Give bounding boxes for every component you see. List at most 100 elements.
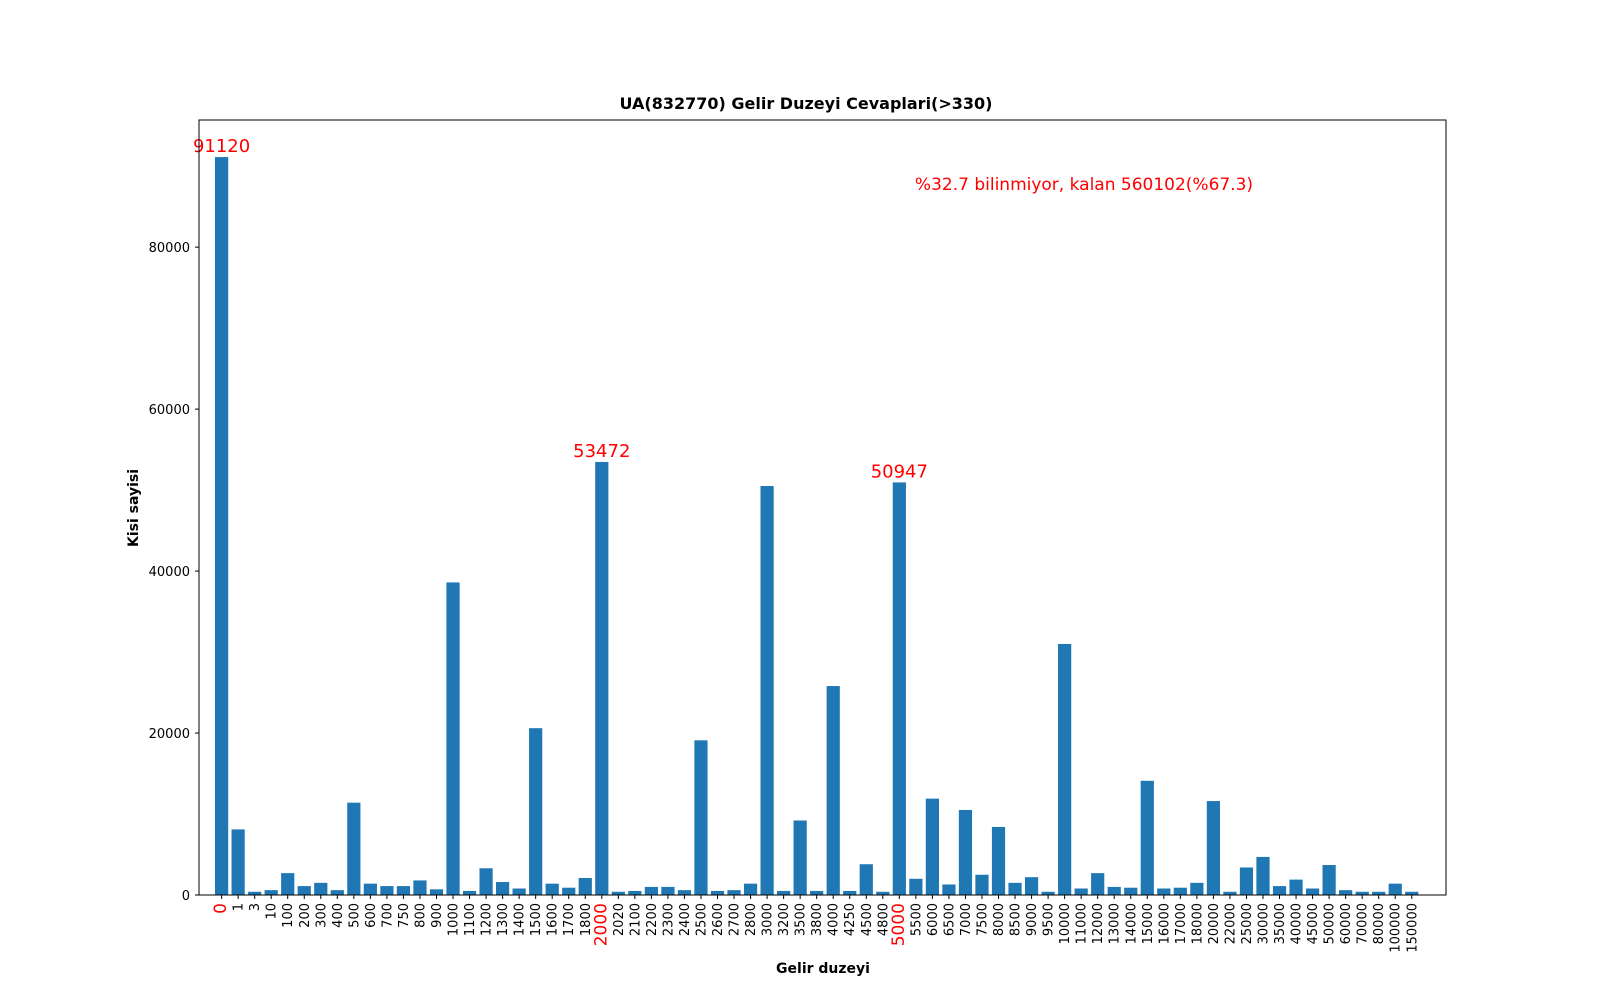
x-tick-label: 4000 bbox=[827, 903, 842, 936]
bar-45000 bbox=[1305, 888, 1320, 895]
x-tick-label: 150000 bbox=[1405, 903, 1420, 953]
bar-10 bbox=[264, 890, 278, 895]
bar-5500 bbox=[909, 878, 923, 895]
chart-title: UA(832770) Gelir Duzeyi Cevaplari(>330) bbox=[620, 94, 993, 113]
x-tick-label: 8500 bbox=[1009, 903, 1024, 936]
bar-annotation-0: 91120 bbox=[193, 136, 250, 157]
summary-note: %32.7 bilinmiyor, kalan 560102(%67.3) bbox=[915, 175, 1253, 195]
bar-100000 bbox=[1388, 883, 1402, 895]
bar-3500 bbox=[793, 820, 807, 895]
bar-1500 bbox=[529, 728, 543, 895]
bar-20000 bbox=[1206, 801, 1220, 895]
x-tick-label: 5000 bbox=[889, 903, 909, 946]
bar-2700 bbox=[727, 890, 741, 895]
x-tick-label: 2700 bbox=[728, 903, 743, 936]
x-tick-label: 1600 bbox=[546, 903, 561, 936]
bar-7500 bbox=[975, 874, 989, 895]
x-tick-label: 200 bbox=[298, 903, 313, 928]
bar-500 bbox=[347, 802, 361, 895]
y-tick-label: 20000 bbox=[149, 727, 190, 742]
bar-200 bbox=[297, 886, 311, 895]
x-tick-label: 2500 bbox=[694, 903, 709, 936]
x-tick-label: 2300 bbox=[661, 903, 676, 936]
x-tick-label: 500 bbox=[347, 903, 362, 928]
x-tick-label: 11000 bbox=[1075, 903, 1090, 944]
bar-5000 bbox=[892, 482, 906, 895]
x-tick-label: 30000 bbox=[1256, 903, 1271, 944]
x-tick-label: 3 bbox=[248, 903, 263, 911]
x-tick-label: 4250 bbox=[843, 903, 858, 936]
bar-2600 bbox=[710, 890, 725, 895]
x-tick-label: 3200 bbox=[777, 903, 792, 936]
bar-7000 bbox=[958, 809, 973, 895]
x-tick-label: 100000 bbox=[1389, 903, 1404, 953]
bar-6500 bbox=[942, 884, 956, 895]
bar-16000 bbox=[1157, 888, 1171, 895]
bar-1800 bbox=[578, 877, 592, 895]
x-tick-label: 900 bbox=[430, 903, 445, 928]
bar-900 bbox=[429, 889, 444, 895]
x-tick-label: 1000 bbox=[447, 903, 462, 936]
bar-700 bbox=[380, 886, 394, 895]
x-tick-label: 35000 bbox=[1273, 903, 1288, 944]
x-tick-label: 1200 bbox=[480, 903, 495, 936]
x-tick-label: 22000 bbox=[1223, 903, 1238, 944]
y-tick-label: 60000 bbox=[149, 403, 190, 418]
x-tick-label: 4800 bbox=[876, 903, 891, 936]
bar-600 bbox=[363, 883, 377, 895]
plot-frame bbox=[198, 119, 1447, 896]
y-axis-title: Kisi sayisi bbox=[126, 469, 142, 547]
y-tick-label: 80000 bbox=[149, 241, 190, 256]
x-tick-label: 0 bbox=[211, 903, 231, 914]
x-tick-label: 2020 bbox=[612, 903, 627, 936]
x-tick-label: 2000 bbox=[591, 903, 611, 946]
bar-3200 bbox=[777, 890, 791, 895]
bar-150000 bbox=[1405, 891, 1419, 895]
bar-18000 bbox=[1190, 882, 1204, 895]
bar-2300 bbox=[661, 886, 675, 895]
bar-13000 bbox=[1107, 886, 1121, 895]
bar-9000 bbox=[1024, 877, 1039, 895]
x-tick-label: 100 bbox=[281, 903, 296, 928]
x-tick-label: 750 bbox=[397, 903, 412, 928]
y-axis: 0 20000 40000 60000 80000 bbox=[149, 241, 199, 904]
x-tick-label: 1700 bbox=[562, 903, 577, 936]
x-tick-label: 2200 bbox=[645, 903, 660, 936]
bar-100 bbox=[281, 873, 295, 895]
y-tick-label: 0 bbox=[182, 889, 190, 904]
x-tick-label: 45000 bbox=[1306, 903, 1321, 944]
bar-8000 bbox=[991, 826, 1006, 895]
bar-22000 bbox=[1223, 891, 1237, 895]
x-tick-label: 10000 bbox=[1058, 903, 1073, 944]
bar-4500 bbox=[859, 864, 873, 895]
x-tick-label: 15000 bbox=[1141, 903, 1156, 944]
x-tick-label: 5500 bbox=[909, 903, 924, 936]
bar-1100 bbox=[462, 890, 477, 895]
x-tick-label: 2400 bbox=[678, 903, 693, 936]
x-tick-label: 700 bbox=[380, 903, 395, 928]
x-tick-label: 8000 bbox=[992, 903, 1007, 936]
bar-4000 bbox=[826, 686, 840, 895]
x-tick-label: 70000 bbox=[1356, 903, 1371, 944]
x-axis: 0 1 3 10 100 200 300 400 500 600 700 750 800 900 1000 1… bbox=[211, 895, 1420, 953]
bar-50000 bbox=[1322, 865, 1336, 895]
x-tick-label: 3800 bbox=[810, 903, 825, 936]
bar-1000 bbox=[446, 582, 460, 895]
bar-12000 bbox=[1091, 873, 1105, 895]
x-tick-label: 300 bbox=[314, 903, 329, 928]
bar-1600 bbox=[545, 883, 559, 895]
bar-annotation-2000: 53472 bbox=[573, 441, 630, 462]
bar-1 bbox=[231, 829, 245, 895]
bar-6000 bbox=[925, 798, 939, 895]
x-tick-label: 3000 bbox=[761, 903, 776, 936]
x-tick-label: 1500 bbox=[529, 903, 544, 936]
x-tick-label: 10 bbox=[265, 903, 280, 920]
bar-14000 bbox=[1124, 887, 1138, 895]
x-tick-label: 600 bbox=[364, 903, 379, 928]
bar-400 bbox=[330, 890, 344, 895]
bar-1700 bbox=[562, 887, 576, 895]
bar-2000 bbox=[595, 461, 609, 895]
y-tick-label: 40000 bbox=[149, 565, 190, 580]
bar-3000 bbox=[760, 486, 774, 895]
